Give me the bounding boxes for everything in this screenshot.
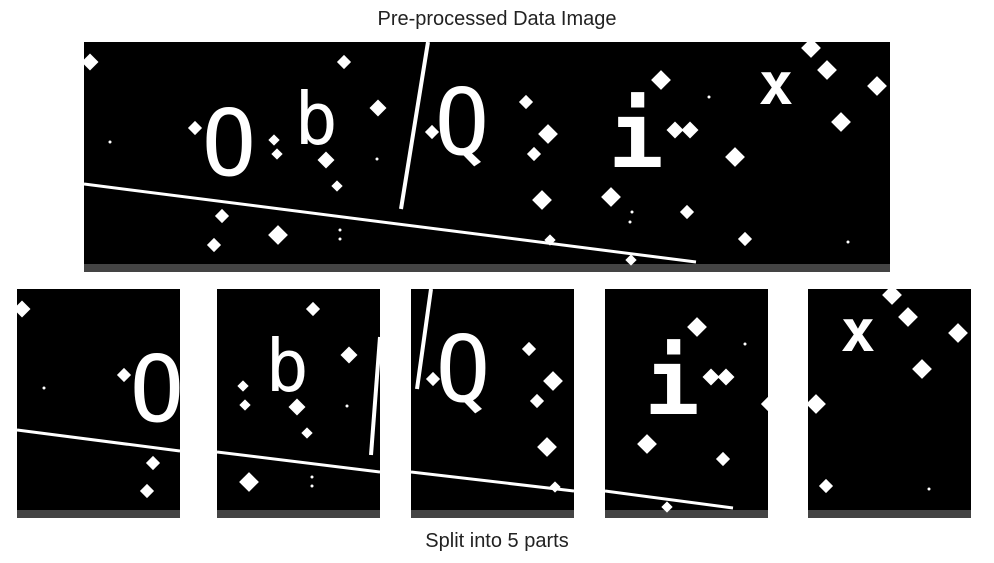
- bottom-strip: [84, 264, 890, 272]
- split-part-5: x: [808, 289, 971, 518]
- noise-line: [84, 182, 697, 264]
- part-5-canvas: x: [808, 289, 971, 518]
- part-2-char: b: [265, 324, 308, 408]
- part-1-canvas: O: [17, 300, 180, 518]
- captcha-char-3: Q: [434, 69, 489, 176]
- captcha-char-1: O: [201, 90, 256, 197]
- split-part-1: O: [17, 289, 180, 518]
- bottom-caption: Split into 5 parts: [425, 530, 569, 552]
- split-part-4: i: [605, 289, 768, 518]
- main-image-canvas: O b Q i x: [84, 42, 890, 272]
- part-3-char: Q: [435, 316, 490, 423]
- preprocessed-data-image: O b Q i x: [84, 42, 890, 272]
- part-4-char: i: [644, 329, 699, 436]
- top-caption: Pre-processed Data Image: [377, 8, 617, 30]
- captcha-char-2: b: [294, 77, 337, 161]
- captcha-char-4: i: [608, 82, 663, 189]
- part-1-char: O: [129, 336, 180, 443]
- part-2-canvas: b: [217, 301, 380, 518]
- split-part-3: Q: [411, 289, 574, 518]
- part-5-char: x: [841, 297, 876, 365]
- captcha-char-5: x: [759, 50, 794, 118]
- split-part-2: b: [217, 289, 380, 518]
- noise-stroke: [399, 42, 430, 210]
- part-4-canvas: i: [605, 317, 768, 518]
- part-3-canvas: Q: [411, 289, 574, 518]
